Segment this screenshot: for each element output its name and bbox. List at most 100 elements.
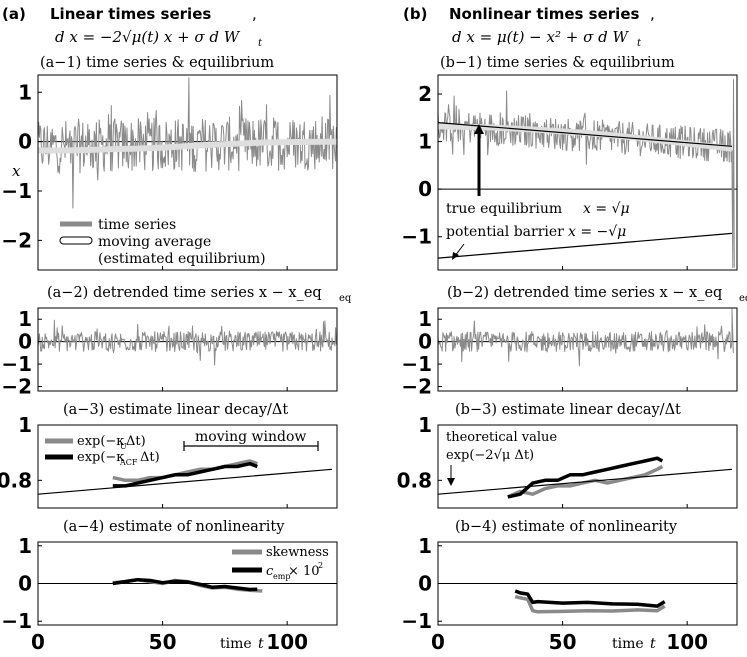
legend-a4: skewness c emp × 10 2 [232, 545, 329, 581]
panel-b-eq-sub: t [637, 38, 642, 49]
label-bg [444, 220, 644, 240]
ytick-label: 0 [18, 330, 32, 354]
axes-frame [37, 424, 338, 509]
xlabel-time-a: time [220, 636, 252, 652]
panel-a-comma: , [252, 5, 257, 23]
panel-b-comma: , [650, 5, 655, 23]
ytick-label: −1 [401, 225, 432, 249]
ytick-label: −2 [1, 228, 32, 252]
title-a2: (a−2) detrended time series x − x_eq [47, 285, 322, 301]
title-b2: (b−2) detrended time series x − x_eq [447, 285, 722, 301]
ytick-label: 0.8 [397, 468, 432, 492]
barrier-arrowhead [452, 252, 459, 260]
plot-b3: 10.8 [397, 413, 738, 509]
plot-a3: 10.8 [0, 413, 338, 509]
ytick-label: 1 [18, 413, 32, 437]
plot-b1: 2 1 0 −1 [401, 74, 738, 271]
xtick-label: 100 [666, 630, 708, 654]
title-b3: (b−3) estimate linear decay/Δt [455, 402, 681, 418]
series-a4-1 [112, 577, 258, 592]
panel-a-label: (a) [2, 5, 26, 23]
legend-swatch-moving-average [59, 236, 93, 245]
ytick-label: −2 [1, 375, 32, 399]
ytick-label: 1 [18, 307, 32, 331]
axes-frame [437, 74, 738, 271]
xlabel-t-a: t [258, 636, 264, 652]
series-b1-3 [437, 232, 733, 259]
legend-a1: time series moving average (estimated eq… [59, 217, 266, 267]
title-a3: (a−3) estimate linear decay/Δt [63, 402, 288, 418]
series-b1-0 [437, 79, 735, 269]
annotations-b3: theoretical value exp(−2√μ Δt) [446, 430, 557, 486]
panel-b-title: Nonlinear times series [449, 5, 639, 23]
series-b1-1 [437, 123, 733, 152]
axes-frame [37, 307, 338, 392]
ytick-label: 0 [418, 572, 432, 596]
axes-frame [437, 307, 738, 392]
ytick-label: −1 [401, 609, 432, 633]
ytick-label: −1 [1, 609, 32, 633]
title-b1: (b−1) time series & equilibrium [440, 55, 675, 71]
title-a1: (a−1) time series & equilibrium [40, 55, 274, 71]
plot-b4: 10−10 50 100 [401, 534, 738, 654]
xlabel-t-b: t [650, 636, 656, 652]
xtick-label: 0 [31, 630, 45, 654]
panel-b-label: (b) [403, 5, 427, 23]
plot-a4: 10−10 50 100 [1, 534, 338, 654]
ytick-label: 0 [418, 177, 432, 201]
series-a1-1 [38, 138, 338, 154]
ytick-label: 0 [18, 130, 32, 154]
ytick-label: 1 [18, 80, 32, 104]
legend-moving-average: moving average [98, 234, 211, 250]
ytick-label: −1 [401, 352, 432, 376]
series-b3-1 [507, 456, 664, 499]
legend-ku-sub: U [120, 442, 127, 451]
plot-b2: 10−1−2 [401, 307, 738, 399]
series-b1-2 [437, 122, 733, 147]
axes-frame [437, 424, 738, 509]
legend-exp-kacf: exp(−κ [77, 450, 124, 465]
series-a1-0 [37, 77, 338, 209]
annotations-b1: true equilibrium x = √μ potential barrie… [444, 124, 644, 260]
title-b4: (b−4) estimate of nonlinearity [455, 519, 678, 535]
legend-cemp-sup: 2 [318, 561, 323, 570]
label-true-eq: true equilibrium [446, 201, 562, 217]
legend-skewness: skewness [266, 545, 329, 560]
b2-eq-subscript: eq [739, 293, 747, 304]
title-a4: (a−4) estimate of nonlinearity [63, 519, 285, 535]
a2-eq-subscript: eq [339, 293, 352, 304]
xlabel-time-b: time [612, 636, 644, 652]
label-potential-barrier: potential barrier [446, 224, 564, 240]
ytick-label: 0 [18, 572, 32, 596]
ytick-label: −2 [401, 375, 432, 399]
legend-a3: exp(−κ U Δt) exp(−κ ACF Δt) moving windo… [45, 429, 319, 467]
label-true-eq-formula: x = √μ [583, 201, 630, 217]
label-bg [444, 197, 644, 217]
legend-ku-dt: Δt) [126, 434, 146, 449]
label-barrier-formula: x = −√μ [568, 224, 626, 240]
panel-a-eq-sub: t [258, 38, 263, 49]
legend-cemp: c [266, 564, 274, 579]
legend-cemp-times: × 10 [288, 564, 320, 579]
ylabel-x: x [12, 162, 21, 180]
xtick-label: 50 [549, 630, 577, 654]
ytick-label: 1 [418, 307, 432, 331]
series-a3-0 [112, 459, 258, 483]
legend-kacf-dt: Δt) [140, 450, 160, 465]
panel-b-equation: d x = μ(t) − x² + σ d W [452, 28, 629, 46]
plot-a1: 1 0 −1 −2 [1, 74, 338, 271]
series-a2-0 [37, 319, 338, 366]
xtick-label: 0 [431, 630, 445, 654]
plot-a2: 10−1−2 [1, 307, 338, 399]
legend-exp-ku: exp(−κ [77, 434, 124, 449]
ytick-label: 1 [18, 534, 32, 558]
true-eq-arrowhead [474, 124, 484, 134]
legend-cemp-sub: emp [273, 572, 290, 581]
ytick-label: −1 [1, 352, 32, 376]
series-b4-0 [514, 594, 666, 614]
ytick-label: 0.8 [0, 468, 32, 492]
series-b2-0 [437, 308, 734, 367]
label-theoretical: theoretical value [446, 430, 557, 445]
